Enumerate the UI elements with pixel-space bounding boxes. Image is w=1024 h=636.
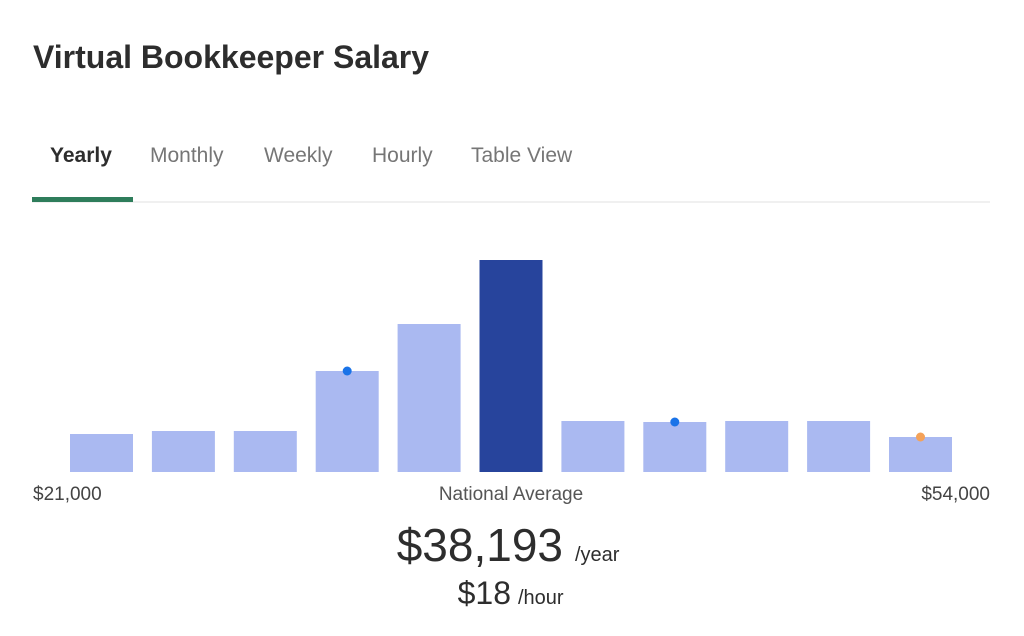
- bar: [151, 431, 215, 472]
- bar-marker: [342, 366, 352, 376]
- hourly-salary: $18: [458, 575, 511, 611]
- tab[interactable]: Table View: [471, 144, 573, 167]
- bar-marker: [670, 417, 680, 427]
- yearly-unit: /year: [575, 544, 620, 566]
- max-label: $54,000: [921, 484, 990, 505]
- bar: [479, 260, 543, 472]
- tab[interactable]: Weekly: [264, 144, 333, 167]
- bar: [70, 434, 133, 472]
- center-label: National Average: [439, 484, 583, 505]
- bar-marker: [916, 432, 925, 442]
- tab[interactable]: Hourly: [372, 144, 433, 167]
- tab[interactable]: Monthly: [150, 144, 224, 167]
- min-label: $21,000: [33, 484, 102, 505]
- bar: [315, 371, 379, 472]
- active-tab-underline: [32, 197, 133, 202]
- bar: [807, 421, 871, 472]
- bar: [643, 422, 707, 472]
- bar: [397, 324, 461, 472]
- tab[interactable]: Yearly: [50, 144, 112, 167]
- bar: [233, 431, 297, 472]
- bar: [889, 437, 952, 472]
- bar: [561, 421, 625, 472]
- yearly-salary: $38,193: [397, 519, 563, 571]
- bar: [725, 421, 789, 472]
- hourly-unit: /hour: [518, 587, 564, 609]
- title: Virtual Bookkeeper Salary: [33, 39, 429, 75]
